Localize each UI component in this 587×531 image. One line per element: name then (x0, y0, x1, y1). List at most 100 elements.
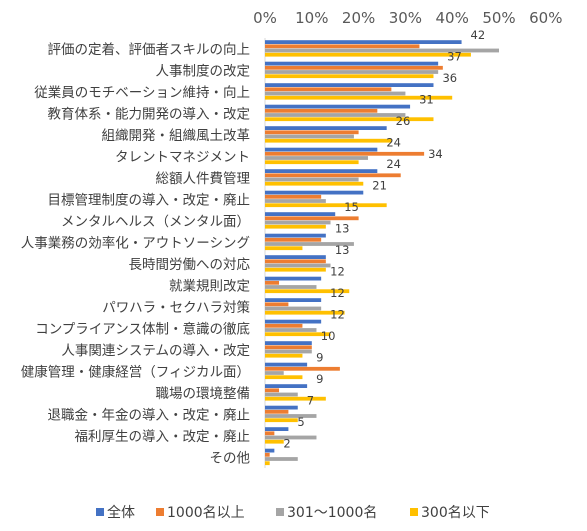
category-label: 職場の環境整備 (156, 386, 251, 402)
category-label: 総額人件費管理 (156, 171, 251, 187)
bar (265, 74, 434, 79)
data-label: 13 (335, 243, 350, 257)
data-label: 15 (344, 200, 359, 214)
bar (265, 117, 434, 122)
bar (265, 108, 378, 113)
data-label: 12 (330, 286, 345, 300)
category-labels: 評価の定着、評価者スキルの向上人事制度の改定従業員のモチベーション維持・向上教育… (21, 41, 251, 467)
category-label: 就業規則改定 (169, 278, 250, 294)
category-label: 人事関連システムの導入・改定 (61, 343, 250, 359)
bar (265, 203, 387, 208)
bar (265, 242, 354, 246)
category-label: パワハラ・セクハラ対策 (102, 299, 250, 316)
x-tick-label: 0% (253, 9, 277, 27)
bar (265, 61, 439, 66)
data-label: 21 (372, 179, 387, 193)
category-label: 福利厚生の導入・改定・廃止 (75, 428, 251, 445)
data-label: 24 (386, 157, 401, 171)
bar (265, 52, 471, 57)
legend-label: 全体 (107, 504, 135, 521)
bar (265, 405, 298, 410)
bar (265, 298, 322, 302)
bar (265, 353, 303, 358)
bar (265, 70, 439, 74)
bar (265, 126, 387, 130)
data-label: 26 (396, 114, 411, 128)
x-tick-label: 50% (482, 9, 515, 27)
bar (265, 396, 326, 401)
bar (265, 113, 406, 117)
bar (265, 138, 392, 143)
bar (265, 427, 289, 431)
category-label: 退職金・年金の導入・改定・廃止 (48, 406, 251, 423)
x-axis-ticks: 0% 10% 20% 30% 40% 50% 60% (253, 9, 562, 27)
bar (265, 323, 303, 328)
bar (265, 130, 359, 135)
bar (265, 366, 340, 371)
bar (265, 452, 270, 457)
bar (265, 83, 434, 87)
bar (265, 328, 317, 332)
category-label: 人事業務の効率化・アウトソーシング (21, 234, 250, 251)
category-label: その他 (210, 450, 251, 466)
data-label: 12 (330, 308, 345, 322)
bar (265, 87, 392, 92)
bar (265, 104, 411, 109)
data-label: 24 (386, 136, 401, 150)
data-label: 12 (330, 265, 345, 279)
bar (265, 435, 317, 440)
data-label: 2 (283, 437, 290, 451)
data-label: 31 (419, 93, 434, 107)
bar (265, 306, 322, 311)
bar (265, 160, 359, 165)
data-label: 5 (297, 415, 304, 429)
bar (265, 40, 462, 44)
bar (265, 461, 270, 466)
bar (265, 216, 359, 221)
bar (265, 388, 280, 393)
bar (265, 194, 322, 199)
bar (265, 280, 280, 285)
bar (265, 134, 354, 139)
category-label: 評価の定着、評価者スキルの向上 (48, 41, 251, 58)
bar (265, 310, 345, 315)
legend-swatch (156, 508, 164, 516)
category-label: 健康管理・健康経営（フィジカル面） (21, 363, 250, 380)
bar (265, 199, 326, 203)
bar (265, 448, 275, 453)
bar (265, 409, 289, 414)
bar (265, 48, 499, 53)
bar (265, 259, 326, 264)
bar (265, 384, 308, 388)
bar (265, 173, 401, 178)
bar (265, 220, 331, 225)
x-tick-label: 40% (436, 9, 469, 27)
bar (265, 371, 284, 375)
bar (265, 392, 298, 397)
bar (265, 147, 378, 152)
legend-swatch (410, 508, 418, 516)
data-label: 10 (321, 329, 336, 343)
x-tick-label: 30% (389, 9, 422, 27)
legend-label: 1000名以上 (167, 505, 245, 521)
bar (265, 302, 289, 307)
bar (265, 246, 303, 251)
data-label: 13 (335, 222, 350, 236)
legend: 全体 1000名以上 301～1000名 300名以下 (96, 504, 490, 521)
bar (265, 177, 359, 182)
category-label: タレントマネジメント (115, 149, 250, 165)
data-label: 9 (316, 372, 323, 386)
bar (265, 65, 443, 70)
data-label: 36 (442, 71, 457, 85)
data-label: 37 (447, 50, 462, 64)
bar (265, 375, 303, 380)
category-label: 目標管理制度の導入・改定・廃止 (48, 191, 251, 208)
x-tick-label: 10% (295, 9, 328, 27)
legend-swatch (96, 508, 104, 516)
bar (265, 224, 326, 229)
bar (265, 414, 317, 418)
bar-series (265, 40, 499, 466)
bar (265, 362, 308, 367)
bar (265, 237, 322, 242)
